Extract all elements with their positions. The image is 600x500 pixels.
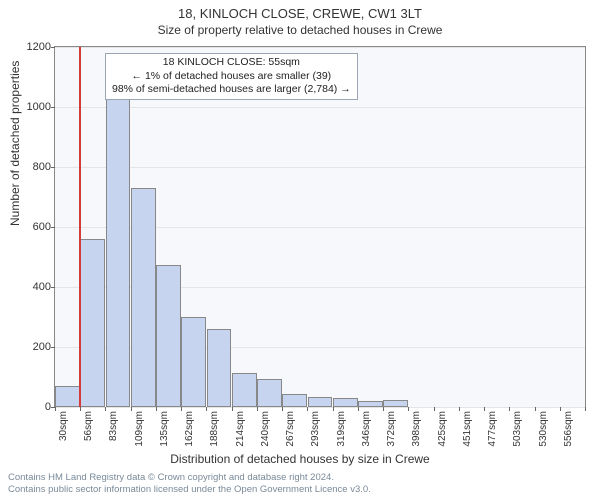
ytick-label: 800 <box>11 161 51 173</box>
xtick-mark <box>307 407 308 411</box>
footer-line-2: Contains public sector information licen… <box>8 484 371 496</box>
ytick-mark <box>51 347 55 348</box>
xtick-mark <box>156 407 157 411</box>
annotation-line: ← 1% of detached houses are smaller (39) <box>112 70 351 84</box>
xtick-mark <box>560 407 561 411</box>
gridline <box>55 107 585 108</box>
xtick-mark <box>585 407 586 411</box>
xtick-mark <box>459 407 460 411</box>
gridline <box>55 167 585 168</box>
xtick-mark <box>434 407 435 411</box>
ytick-mark <box>51 227 55 228</box>
histogram-bar <box>257 379 282 408</box>
ytick-mark <box>51 167 55 168</box>
histogram-bar <box>383 400 408 408</box>
annotation-line: 18 KINLOCH CLOSE: 55sqm <box>112 56 351 70</box>
page-title: 18, KINLOCH CLOSE, CREWE, CW1 3LT <box>0 0 600 21</box>
ytick-mark <box>51 47 55 48</box>
plot-area: 02004006008001000120030sqm56sqm83sqm109s… <box>54 46 584 406</box>
xtick-mark <box>408 407 409 411</box>
xtick-mark <box>358 407 359 411</box>
gridline <box>55 407 585 408</box>
xtick-mark <box>80 407 81 411</box>
ytick-label: 400 <box>11 281 51 293</box>
xtick-mark <box>131 407 132 411</box>
ytick-mark <box>51 287 55 288</box>
x-axis-label: Distribution of detached houses by size … <box>0 452 600 466</box>
xtick-mark <box>484 407 485 411</box>
page-subtitle: Size of property relative to detached ho… <box>0 21 600 41</box>
ytick-label: 1000 <box>11 101 51 113</box>
xtick-mark <box>55 407 56 411</box>
property-marker-line <box>79 47 81 407</box>
histogram-bar <box>156 265 181 408</box>
y-axis-label: Number of detached properties <box>8 61 22 226</box>
ytick-label: 200 <box>11 341 51 353</box>
ytick-mark <box>51 107 55 108</box>
xtick-mark <box>232 407 233 411</box>
histogram-bar <box>80 239 105 407</box>
ytick-label: 600 <box>11 221 51 233</box>
xtick-mark <box>333 407 334 411</box>
chart-container: 18, KINLOCH CLOSE, CREWE, CW1 3LT Size o… <box>0 0 600 500</box>
annotation-line: 98% of semi-detached houses are larger (… <box>112 83 351 97</box>
xtick-mark <box>181 407 182 411</box>
xtick-mark <box>509 407 510 411</box>
xtick-mark <box>535 407 536 411</box>
histogram-bar <box>232 373 257 408</box>
xtick-mark <box>383 407 384 411</box>
xtick-mark <box>257 407 258 411</box>
histogram-bar <box>207 329 232 407</box>
histogram-bar <box>55 386 80 407</box>
plot-background: 02004006008001000120030sqm56sqm83sqm109s… <box>54 46 586 408</box>
histogram-bar <box>131 188 156 407</box>
histogram-bar <box>333 398 358 407</box>
xtick-mark <box>105 407 106 411</box>
gridline <box>55 47 585 48</box>
histogram-bar <box>358 401 383 407</box>
xtick-mark <box>282 407 283 411</box>
ytick-label: 1200 <box>11 41 51 53</box>
footer-line-1: Contains HM Land Registry data © Crown c… <box>8 472 371 484</box>
histogram-bar <box>181 317 206 407</box>
annotation-box: 18 KINLOCH CLOSE: 55sqm← 1% of detached … <box>105 53 358 100</box>
histogram-bar <box>106 89 131 407</box>
footer-attribution: Contains HM Land Registry data © Crown c… <box>8 472 371 496</box>
xtick-mark <box>206 407 207 411</box>
histogram-bar <box>282 394 307 408</box>
histogram-bar <box>308 397 333 408</box>
ytick-label: 0 <box>11 401 51 413</box>
